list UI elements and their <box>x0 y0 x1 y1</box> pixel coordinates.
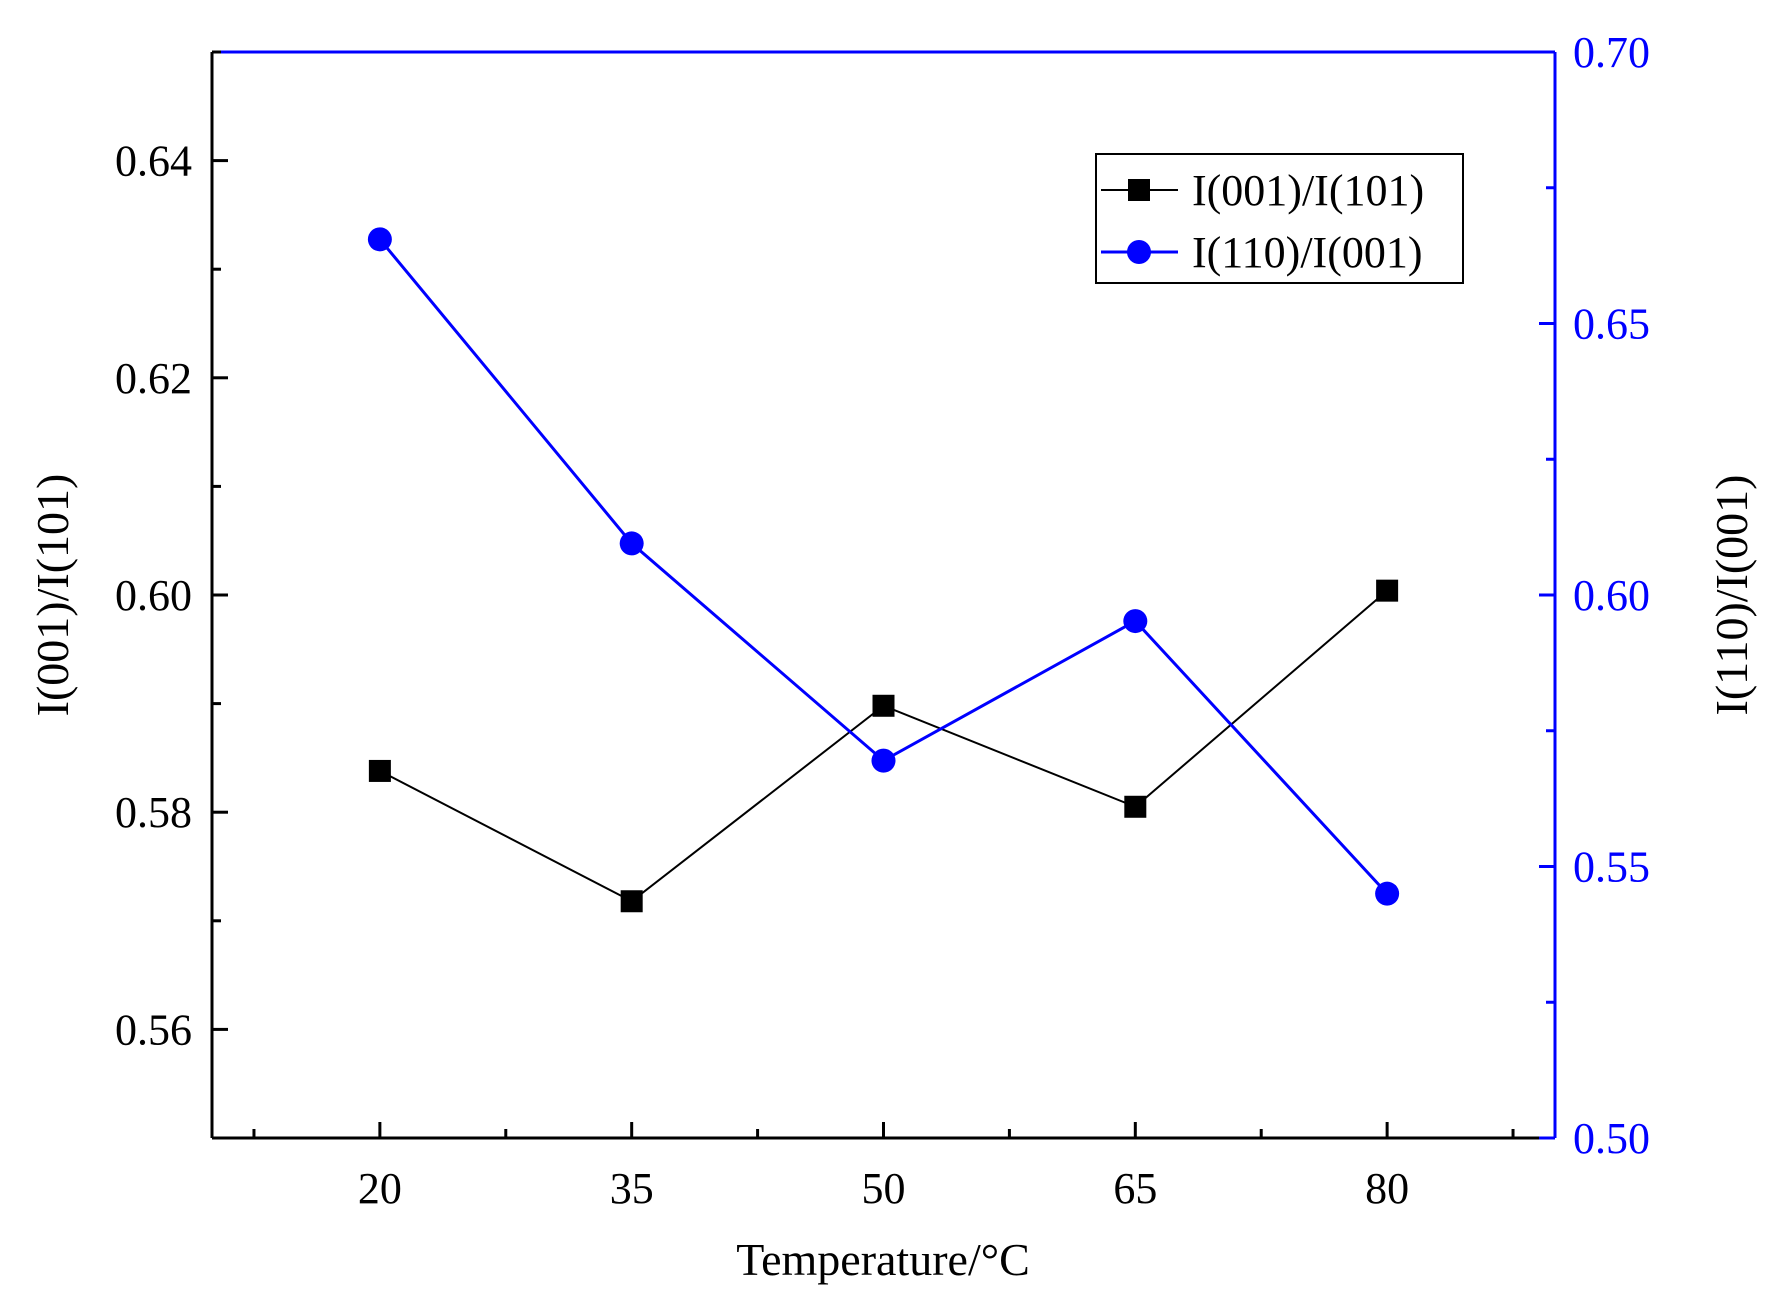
right-y-tick-label: 0.60 <box>1573 571 1650 620</box>
x-tick-label: 20 <box>358 1164 402 1213</box>
x-tick-label: 50 <box>862 1164 906 1213</box>
x-tick-label: 35 <box>610 1164 654 1213</box>
left-y-axis-title: I(001)/I(101) <box>27 474 78 717</box>
right-y-tick-label: 0.55 <box>1573 843 1650 892</box>
legend-marker-series-1 <box>1128 179 1150 201</box>
left-y-tick-label: 0.64 <box>115 137 192 186</box>
series-line-2 <box>378 238 1389 895</box>
legend-marker-series-2 <box>1127 240 1151 264</box>
series-2-point-50 <box>871 748 896 773</box>
series-2-point-35 <box>619 531 644 556</box>
x-tick-label: 80 <box>1365 1164 1409 1213</box>
series-2-point-80 <box>1375 881 1400 906</box>
left-y-tick-label: 0.56 <box>115 1005 192 1054</box>
left-y-tick-label: 0.62 <box>115 354 192 403</box>
series-2-point-20 <box>367 227 392 252</box>
series-2-point-65 <box>1123 609 1148 634</box>
legend-box <box>1095 153 1464 284</box>
series-1-point-50 <box>872 694 895 717</box>
left-y-tick-label: 0.60 <box>115 571 192 620</box>
right-y-tick-label: 0.65 <box>1573 300 1650 349</box>
series-layer <box>367 227 1400 913</box>
right-y-tick-label: 0.70 <box>1573 28 1650 77</box>
series-1-point-65 <box>1124 795 1147 818</box>
right-y-axis-ticks: 0.50 0.55 0.60 0.65 0.70 <box>1539 28 1650 1163</box>
left-y-axis-ticks: 0.56 0.58 0.60 0.62 0.64 <box>115 50 228 1054</box>
x-axis-ticks: 20 35 50 65 80 <box>252 1122 1515 1213</box>
series-1-point-80 <box>1376 579 1399 602</box>
left-y-tick-label: 0.58 <box>115 788 192 837</box>
x-axis-title: Temperature/°C <box>736 1234 1030 1285</box>
x-tick-label: 65 <box>1113 1164 1157 1213</box>
legend: I(001)/I(101) I(110)/I(001) <box>1095 153 1464 284</box>
series-1-point-20 <box>368 759 391 782</box>
legend-label-series-2: I(110)/I(001) <box>1192 228 1423 277</box>
right-y-tick-label: 0.50 <box>1573 1114 1650 1163</box>
series-line-1 <box>379 589 1388 903</box>
right-y-axis-title: I(110)/I(001) <box>1706 475 1757 716</box>
legend-label-series-1: I(001)/I(101) <box>1192 166 1424 215</box>
series-1-point-35 <box>620 890 643 913</box>
